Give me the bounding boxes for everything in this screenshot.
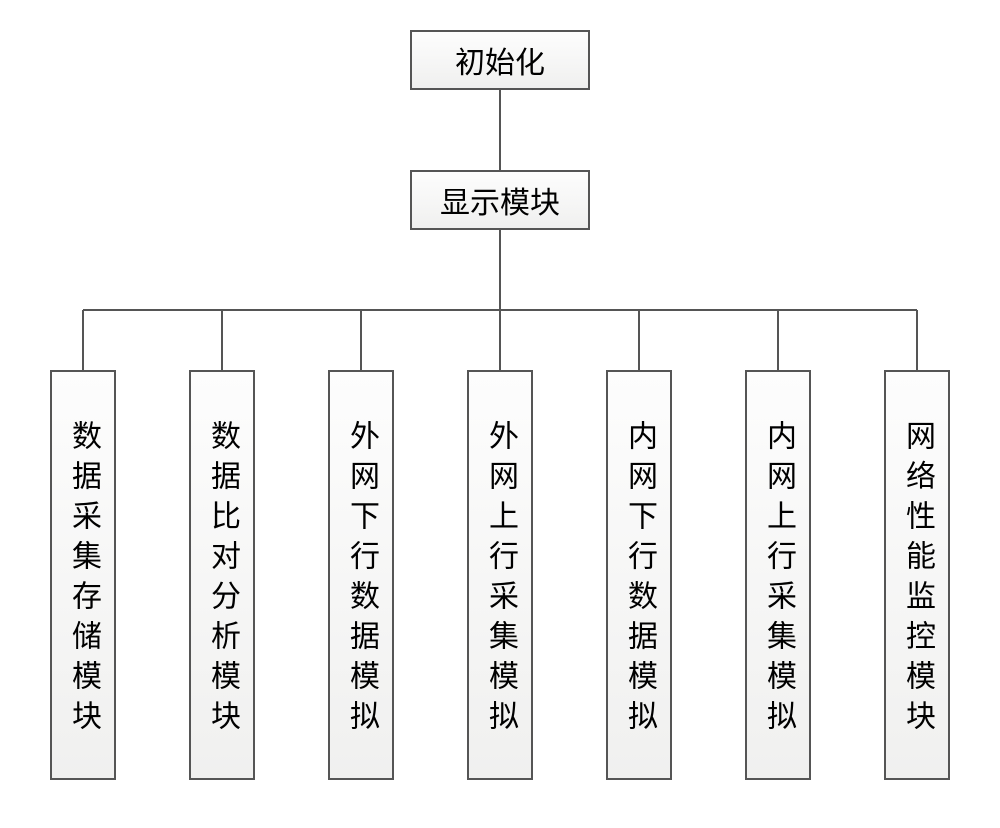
node-leaf-3-label: 外网下行数据模拟 (339, 420, 383, 740)
node-root: 初始化 (410, 30, 590, 90)
node-leaf-6: 内网上行采集模拟 (745, 370, 811, 780)
node-leaf-7: 网络性能监控模块 (884, 370, 950, 780)
node-leaf-6-label: 内网上行采集模拟 (756, 420, 800, 740)
node-leaf-2-label: 数据比对分析模块 (200, 420, 244, 740)
node-leaf-3: 外网下行数据模拟 (328, 370, 394, 780)
tree-diagram: 初始化 显示模块 数据采集存储模块 数据比对分析模块 外网下行数据模拟 外网上行… (0, 0, 1000, 828)
node-leaf-1-label: 数据采集存储模块 (61, 420, 105, 740)
node-leaf-4: 外网上行采集模拟 (467, 370, 533, 780)
node-leaf-7-label: 网络性能监控模块 (895, 420, 939, 740)
node-leaf-4-label: 外网上行采集模拟 (478, 420, 522, 740)
node-root-label: 初始化 (455, 38, 545, 82)
node-leaf-5-label: 内网下行数据模拟 (617, 420, 661, 740)
node-leaf-1: 数据采集存储模块 (50, 370, 116, 780)
node-leaf-2: 数据比对分析模块 (189, 370, 255, 780)
node-display: 显示模块 (410, 170, 590, 230)
node-leaf-5: 内网下行数据模拟 (606, 370, 672, 780)
node-display-label: 显示模块 (440, 178, 560, 222)
